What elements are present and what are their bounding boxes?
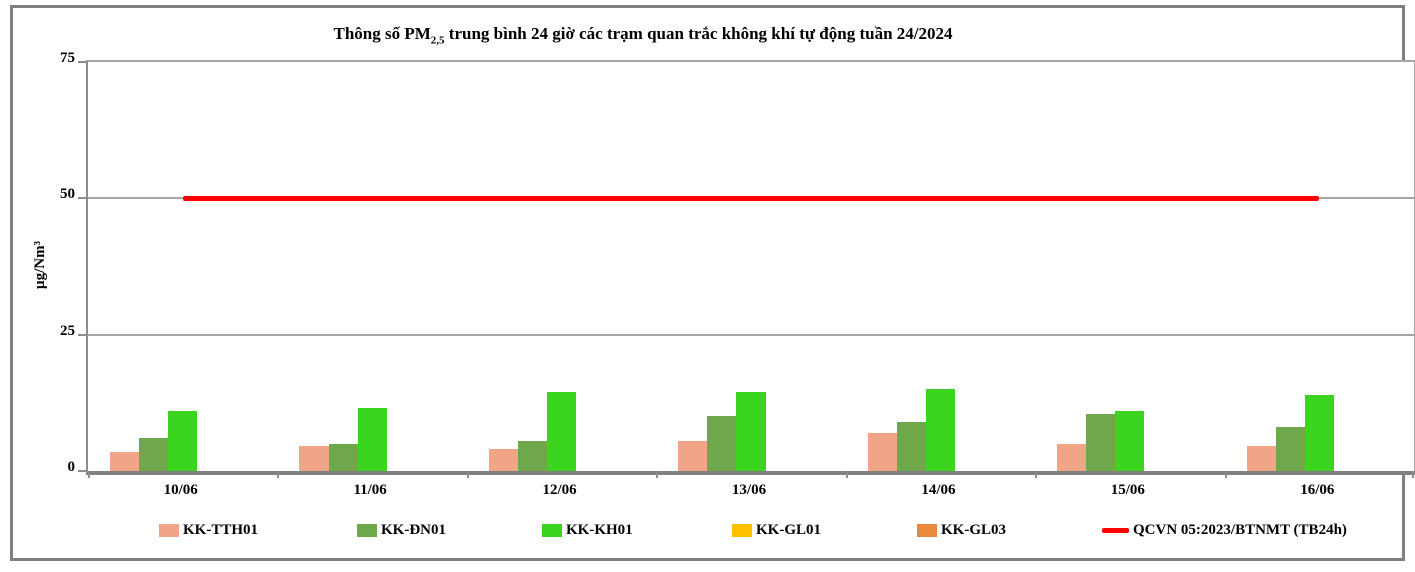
bar-KK-KH01-12/06: [547, 391, 577, 471]
x-category-label: 16/06: [1300, 482, 1335, 498]
chart-title: Thông số PM2,5 trung bình 24 giờ các trạ…: [13, 24, 1273, 46]
bar-KK-ĐN01-14/06: [896, 421, 926, 471]
x-tick: [1224, 471, 1227, 478]
x-category-label: 14/06: [921, 482, 956, 498]
legend-item-KK-TTH01: KK-TTH01: [159, 519, 258, 541]
x-tick: [88, 471, 90, 478]
bar-KK-TTH01-15/06: [1057, 443, 1087, 471]
y-tick: [78, 61, 86, 63]
bar-KK-TTH01-14/06: [867, 432, 897, 471]
bar-KK-KH01-15/06: [1115, 411, 1145, 471]
bar-KK-ĐN01-12/06: [517, 441, 548, 471]
bar-KK-KH01-10/06: [168, 411, 198, 471]
legend-item-QCVN 05:2023/BTNMT (TB24h): QCVN 05:2023/BTNMT (TB24h): [1102, 519, 1347, 541]
legend-item-KK-KH01: KK-KH01: [542, 519, 633, 541]
y-tick: [78, 333, 86, 336]
x-tick: [656, 471, 659, 478]
x-tick: [845, 471, 848, 478]
legend-label: KK-ĐN01: [381, 521, 446, 538]
bar-KK-TTH01-11/06: [299, 446, 329, 471]
x-tick: [466, 471, 469, 478]
legend-label: KK-GL03: [941, 521, 1007, 538]
chart-title-suffix: trung bình 24 giờ các trạm quan trắc khô…: [444, 24, 953, 43]
legend-item-KK-GL01: KK-GL01: [732, 519, 821, 541]
bar-KK-ĐN01-13/06: [707, 416, 737, 471]
x-category-label: 11/06: [353, 482, 387, 498]
x-category-label: 10/06: [163, 482, 198, 498]
x-category-label: 15/06: [1110, 482, 1145, 498]
bar-KK-KH01-16/06: [1304, 394, 1334, 471]
bar-KK-TTH01-10/06: [110, 451, 140, 471]
y-tick: [78, 470, 86, 472]
legend-swatch: [732, 523, 752, 537]
gridline-25: [88, 333, 1414, 336]
chart-title-prefix: Thông số PM: [333, 24, 431, 43]
x-tick: [1412, 471, 1414, 478]
bar-KK-TTH01-12/06: [488, 449, 518, 471]
y-tick-label-25: 25: [60, 322, 75, 339]
x-category-label: 12/06: [542, 482, 577, 498]
plot-area: [78, 60, 1415, 478]
x-category-label: 13/06: [731, 482, 767, 498]
x-tick: [1035, 471, 1038, 478]
legend-label: QCVN 05:2023/BTNMT (TB24h): [1133, 521, 1347, 538]
legend-swatch: [159, 523, 179, 537]
limit-line: [182, 196, 1320, 202]
bar-KK-ĐN01-16/06: [1275, 427, 1305, 471]
y-tick-label-50: 50: [60, 186, 75, 203]
bar-KK-KH01-11/06: [357, 408, 387, 471]
bar-KK-ĐN01-15/06: [1086, 413, 1116, 471]
legend-swatch: [357, 523, 377, 537]
y-tick: [78, 197, 86, 200]
legend-swatch: [917, 523, 937, 537]
chart-title-subscript: 2,5: [430, 34, 445, 47]
chart-frame: Thông số PM2,5 trung bình 24 giờ các trạ…: [10, 5, 1415, 561]
bar-KK-KH01-14/06: [925, 389, 955, 471]
bar-KK-KH01-13/06: [736, 391, 766, 471]
y-tick-label-0: 0: [67, 459, 76, 475]
bar-KK-TTH01-16/06: [1246, 446, 1276, 471]
legend-swatch: [542, 523, 562, 537]
bar-KK-ĐN01-11/06: [328, 443, 358, 471]
legend-label: KK-TTH01: [183, 521, 259, 538]
legend-item-KK-ĐN01: KK-ĐN01: [357, 519, 446, 541]
legend-label: KK-KH01: [566, 521, 633, 538]
legend-label: KK-GL01: [756, 521, 822, 538]
bar-KK-TTH01-13/06: [678, 441, 708, 471]
x-tick: [277, 471, 280, 478]
y-tick-label-75: 75: [60, 50, 75, 66]
legend-item-KK-GL03: KK-GL03: [917, 519, 1006, 541]
legend-line-marker: [1102, 527, 1129, 533]
bar-KK-ĐN01-10/06: [139, 438, 169, 471]
